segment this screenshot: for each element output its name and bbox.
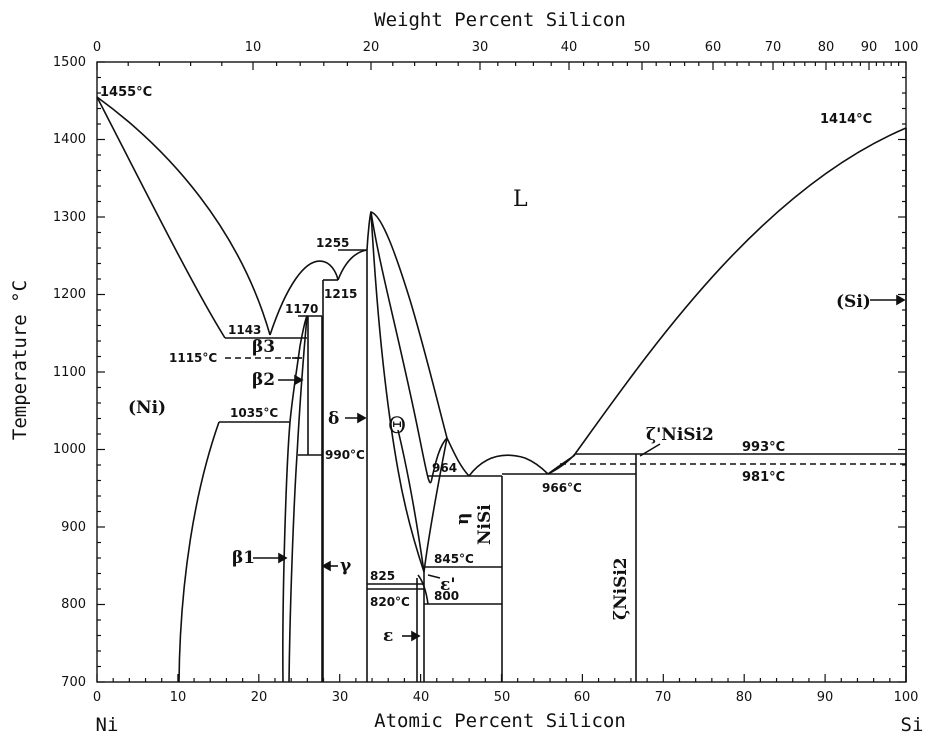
phase-ni: (Ni) (128, 398, 166, 418)
left-element-label: Ni (96, 714, 119, 736)
label-1035: 1035°C (230, 406, 278, 420)
phase-gamma: γ (340, 556, 352, 576)
theta-left-boundary (370, 211, 425, 573)
label-1115: 1115°C (169, 351, 217, 365)
phase-si: (Si) (836, 292, 871, 312)
epsilon-prime-lens (417, 574, 429, 605)
y-tick-label-1000: 1000 (53, 442, 86, 457)
bottom-tick-labels: 0 10 20 30 40 50 60 70 80 90 100 (93, 690, 919, 705)
y-tick-label-700: 700 (61, 675, 86, 690)
label-981: 981°C (742, 470, 785, 485)
beta1-right (288, 454, 298, 683)
phase-eta: η (453, 513, 473, 525)
y-tick-label-1100: 1100 (53, 365, 86, 380)
top-tick-label-100: 100 (894, 40, 919, 55)
label-993: 993°C (742, 440, 785, 455)
bottom-tick-label-20: 20 (251, 690, 268, 705)
top-tick-label-40: 40 (561, 40, 578, 55)
liquidus-ni-side (96, 96, 271, 336)
phase-epsilon-prime: ε' (440, 575, 456, 595)
y-tick-label-1500: 1500 (53, 55, 86, 70)
beta1-left (282, 421, 291, 683)
arrow-beta2-head (294, 374, 304, 386)
label-966: 966°C (542, 481, 582, 495)
top-tick-label-30: 30 (472, 40, 489, 55)
arrows (253, 294, 906, 642)
phase-beta1: β1 (232, 548, 255, 568)
bottom-tick-label-70: 70 (655, 690, 672, 705)
arrow-zeta-prime (639, 443, 661, 457)
phase-beta2: β2 (252, 370, 275, 390)
liquidus-nisi-left (446, 437, 470, 477)
theta-right-boundary (370, 211, 448, 484)
arrow-beta1-head (278, 552, 288, 564)
label-1455: 1455°C (100, 85, 152, 100)
arrow-epsilon-head (411, 630, 421, 642)
top-tick-label-70: 70 (765, 40, 782, 55)
label-845: 845°C (434, 552, 474, 566)
bottom-tick-label-90: 90 (817, 690, 834, 705)
bottom-tick-label-40: 40 (413, 690, 430, 705)
y-tick-label-1300: 1300 (53, 210, 86, 225)
beta-lens-right (296, 315, 308, 456)
y-axis-title: Temperature °C (9, 280, 31, 440)
bottom-tick-label-80: 80 (736, 690, 753, 705)
label-1414: 1414°C (820, 112, 872, 127)
top-tick-label-90: 90 (861, 40, 878, 55)
liquidus-1215 (337, 249, 368, 281)
top-axis-title: Weight Percent Silicon (374, 9, 626, 31)
label-1143: 1143 (228, 323, 261, 337)
phase-nisi: NiSi (475, 504, 495, 545)
y-tick-label-900: 900 (61, 520, 86, 535)
y-tick-label-1400: 1400 (53, 132, 86, 147)
label-990: 990°C (325, 448, 365, 462)
bottom-tick-label-0: 0 (93, 690, 101, 705)
phase-zeta-prime: ζ'NiSi2 (646, 425, 714, 445)
y-tick-labels: 700 800 900 1000 1100 1200 1300 1400 150… (53, 55, 86, 690)
arrow-epsilon-prime (427, 574, 441, 579)
top-tick-label-50: 50 (634, 40, 651, 55)
y-tick-label-1200: 1200 (53, 287, 86, 302)
label-800: 800 (434, 589, 459, 603)
arrow-delta-head (357, 412, 367, 424)
phase-theta: Θ (388, 414, 406, 439)
liquidus-nisi-dome (468, 454, 549, 477)
bottom-tick-label-30: 30 (332, 690, 349, 705)
ni-solvus (178, 421, 220, 683)
phase-liquid: L (513, 187, 528, 212)
top-tick-labels: 0 10 20 30 40 50 60 70 80 90 100 (93, 40, 919, 55)
bottom-tick-label-50: 50 (494, 690, 511, 705)
zeta-prime-boundary (547, 454, 576, 475)
arrow-gamma-head (321, 560, 331, 572)
top-tick-label-60: 60 (705, 40, 722, 55)
liquidus-beta-hump (269, 260, 339, 336)
phase-zeta: ζNiSi2 (611, 557, 631, 620)
liquidus-theta-peak (366, 211, 448, 439)
solidus-ni (96, 96, 226, 339)
arrow-si-head (896, 294, 906, 306)
label-1170: 1170 (285, 302, 318, 316)
top-tick-label-0: 0 (93, 40, 101, 55)
label-820: 820°C (370, 595, 410, 609)
label-964: 964 (432, 461, 457, 475)
label-825: 825 (370, 569, 395, 583)
top-tick-label-80: 80 (818, 40, 835, 55)
bottom-axis-title: Atomic Percent Silicon (374, 710, 626, 732)
phase-beta3: β3 (252, 337, 275, 357)
right-element-label: Si (901, 714, 924, 736)
top-tick-label-20: 20 (363, 40, 380, 55)
beta2-curve (289, 345, 301, 423)
bottom-tick-label-60: 60 (574, 690, 591, 705)
label-1215: 1215 (324, 287, 357, 301)
theta-lower-lobe (397, 429, 448, 573)
bottom-tick-label-10: 10 (170, 690, 187, 705)
y-tick-label-800: 800 (61, 597, 86, 612)
liquidus-si-side (547, 127, 907, 475)
label-1255: 1255 (316, 236, 349, 250)
top-tick-label-10: 10 (245, 40, 262, 55)
phase-delta: δ (328, 409, 339, 429)
bottom-tick-label-100: 100 (894, 690, 919, 705)
phase-epsilon: ε (383, 626, 393, 646)
